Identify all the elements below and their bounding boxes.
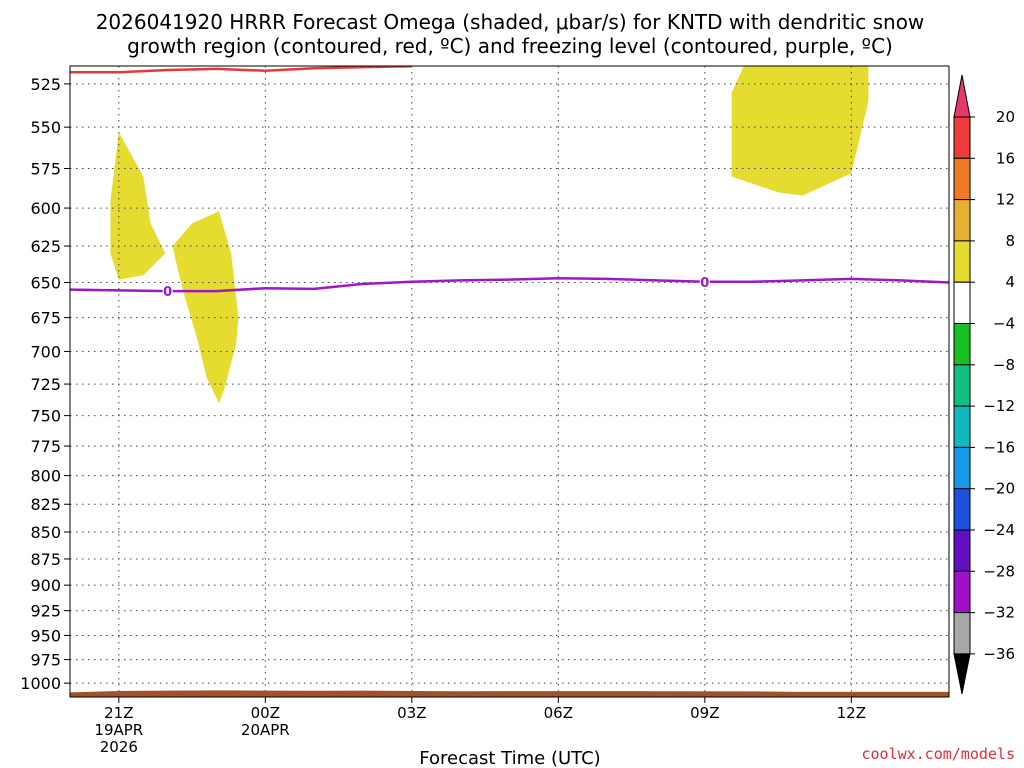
colorbar-level-label: −32 (983, 604, 1015, 622)
y-tick-label: 550 (30, 118, 61, 137)
colorbar-swatch (953, 199, 971, 242)
y-tick-label: 775 (30, 437, 61, 456)
plot-frame (69, 65, 950, 698)
colorbar-swatch (953, 529, 971, 572)
colorbar-level-label: −8 (993, 356, 1015, 374)
x-axis-title: Forecast Time (UTC) (419, 748, 600, 768)
x-tick-label: 21Z (104, 704, 133, 722)
omega-shaded-region (110, 132, 166, 280)
colorbar-level-label: −24 (983, 521, 1015, 539)
terrain-fill (70, 690, 949, 697)
colorbar-level-label: 16 (996, 149, 1015, 167)
contour-label-background (699, 274, 710, 289)
y-tick-label: 575 (30, 159, 61, 178)
colorbar-swatch (953, 116, 971, 159)
colorbar-swatch (953, 157, 971, 201)
chart-title-line-2: growth region (contoured, red, ºC) and f… (127, 34, 893, 58)
y-tick-label: 975 (30, 651, 61, 670)
y-tick-label: 750 (30, 407, 61, 426)
y-tick-label: 950 (30, 626, 61, 645)
colorbar-level-label: −4 (993, 315, 1015, 333)
freezing-level-line (70, 276, 949, 293)
y-tick-label: 700 (30, 342, 61, 361)
colorbar-swatch (953, 405, 971, 448)
contour-label-background (162, 284, 173, 299)
y-axis-ticks: 525 550 575 600 625 650 675 700 725 750 775 800 825 8… (20, 75, 70, 693)
y-tick-label: 1000 (20, 674, 61, 693)
plot-area: 00 (69, 65, 950, 698)
dendritic-snow-growth-region-line (70, 66, 412, 74)
y-tick-label: 525 (30, 75, 61, 94)
y-tick-label: 850 (30, 523, 61, 542)
y-tick-label: 825 (30, 495, 61, 514)
y-tick-label: 900 (30, 576, 61, 595)
y-tick-label: 675 (30, 309, 61, 328)
chart-title-line-1: 2026041920 HRRR Forecast Omega (shaded, … (96, 10, 925, 34)
colorbar-level-label: 8 (1005, 232, 1015, 250)
x-tick-label: 06Z (544, 704, 573, 722)
colorbar-level-label: −12 (983, 397, 1015, 415)
colorbar-level-label: 4 (1005, 273, 1015, 291)
x-tick-label: 19APR (94, 721, 143, 739)
y-tick-label: 800 (30, 467, 61, 486)
contour-label: 0 (700, 276, 709, 291)
colorbar-level-label: −20 (983, 480, 1015, 498)
x-tick-label: 09Z (690, 704, 719, 722)
x-tick-label: 2026 (100, 738, 138, 756)
x-tick-label: 20APR (241, 721, 290, 739)
colorbar-bottom-arrow (953, 653, 971, 694)
colorbar-swatch (953, 488, 971, 531)
contour-label: 0 (163, 285, 172, 300)
y-tick-label: 600 (30, 199, 61, 218)
x-tick-label: 00Z (251, 704, 280, 722)
colorbar-swatch (953, 570, 971, 614)
plot-content: 00 (70, 66, 949, 697)
colorbar-swatch (953, 240, 971, 283)
omega-shaded-region (172, 211, 239, 404)
x-tick-label: 03Z (397, 704, 426, 722)
x-tick-label: 12Z (837, 704, 866, 722)
colorbar-swatch (953, 446, 971, 490)
y-tick-label: 875 (30, 550, 61, 569)
colorbar-level-label: 20 (996, 108, 1015, 126)
colorbar-level-label: 12 (996, 191, 1015, 209)
colorbar-top-arrow (953, 74, 971, 118)
credit-link[interactable]: coolwx.com/models (861, 745, 1015, 763)
colorbar-swatch (953, 281, 971, 325)
y-tick-label: 725 (30, 375, 61, 394)
colorbar: 20 16 12 8 4 −4 −8 −12 −16 −20 −24 −28 −32 −36 (953, 74, 1015, 694)
y-tick-label: 925 (30, 602, 61, 621)
colorbar-swatch (953, 364, 971, 407)
colorbar-level-label: −16 (983, 438, 1015, 456)
colorbar-swatch (953, 612, 971, 655)
colorbar-level-label: −36 (983, 645, 1015, 663)
y-tick-label: 650 (30, 274, 61, 293)
colorbar-level-label: −28 (983, 562, 1015, 580)
colorbar-swatch (953, 323, 971, 366)
omega-shaded-region (731, 66, 869, 196)
y-tick-label: 625 (30, 237, 61, 256)
